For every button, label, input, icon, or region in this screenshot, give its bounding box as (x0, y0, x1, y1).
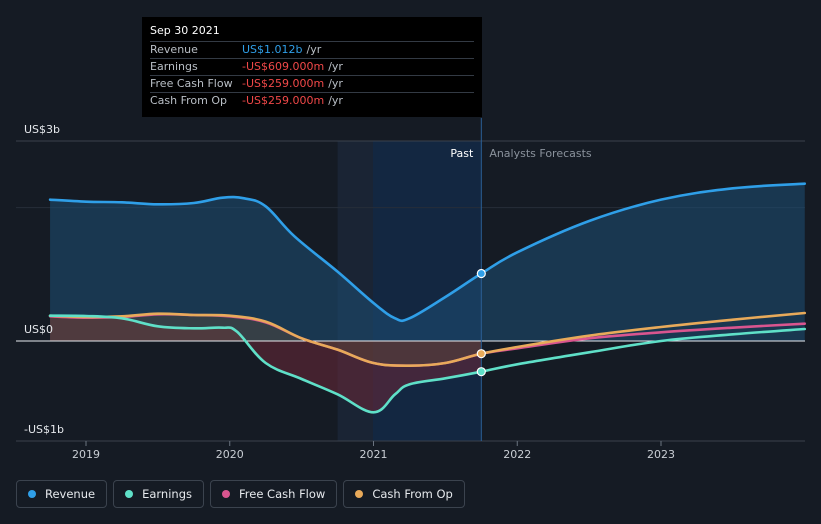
tooltip-label: Cash From Op (150, 94, 228, 107)
cash-from-op-line (48, 311, 807, 367)
tooltip-row-revenue: Revenue US$1.012b /yr (150, 42, 474, 59)
legend-earnings-button[interactable]: Earnings (113, 480, 204, 508)
tooltip-value: -US$259.000m (242, 77, 325, 90)
forecast-label: Analysts Forecasts (489, 147, 592, 160)
earnings-marker (476, 367, 486, 377)
tooltip-date: Sep 30 2021 (150, 24, 474, 42)
x-tick-label: 2021 (360, 448, 388, 461)
y-tick-label: US$3b (24, 123, 60, 136)
legend-cash-from-op-button[interactable]: Cash From Op (343, 480, 465, 508)
tooltip-unit: /yr (328, 60, 343, 73)
cash-from-op-dot-icon (355, 490, 364, 498)
tooltip-value: US$1.012b (242, 43, 303, 56)
y-tick-label: -US$1b (24, 423, 64, 436)
legend-free-cash-flow-button[interactable]: Free Cash Flow (210, 480, 338, 508)
tooltip-row-earnings: Earnings -US$609.000m /yr (150, 59, 474, 76)
revenue-marker (476, 268, 486, 279)
earnings-dot-icon (125, 490, 134, 498)
revenue-dot-icon (28, 490, 36, 498)
revenue-area (50, 183, 805, 341)
tooltip-value: -US$259.000m (242, 94, 325, 107)
chart-legend: Revenue Earnings Free Cash Flow Cash Fro… (16, 480, 465, 508)
earnings-area (50, 315, 482, 413)
legend-label: Cash From Op (372, 487, 453, 501)
tooltip-unit: /yr (328, 94, 343, 107)
tooltip-label: Earnings (150, 60, 198, 73)
x-tick-label: 2020 (216, 448, 244, 461)
tooltip-row-cash-from-op: Cash From Op -US$259.000m /yr (150, 93, 474, 109)
revenue-line (48, 182, 807, 323)
tooltip-unit: /yr (328, 77, 343, 90)
tooltip-value: -US$609.000m (242, 60, 325, 73)
earnings-line (48, 314, 807, 414)
past-label: Past (450, 147, 474, 160)
legend-revenue-button[interactable]: Revenue (16, 480, 108, 508)
tooltip-unit: /yr (306, 43, 322, 56)
x-tick-label: 2023 (647, 448, 675, 461)
x-tick-label: 2022 (503, 448, 531, 461)
free-cash-flow-dot-icon (222, 490, 230, 498)
tooltip-row-free-cash-flow: Free Cash Flow -US$259.000m /yr (150, 76, 474, 93)
x-tick-label: 2019 (72, 448, 100, 461)
data-tooltip: Sep 30 2021 Revenue US$1.012b /yr Earnin… (142, 17, 482, 117)
legend-label: Revenue (45, 487, 96, 501)
y-tick-label: US$0 (24, 323, 53, 336)
tooltip-label: Revenue (150, 43, 198, 56)
legend-label: Free Cash Flow (239, 487, 326, 501)
earnings-revenue-chart: US$3b US$0 -US$1b 2019 2020 2021 2022 2023 Past A… (16, 118, 807, 461)
legend-label: Earnings (142, 487, 192, 501)
tooltip-label: Free Cash Flow (150, 77, 233, 90)
cash-from-op-marker (476, 349, 486, 359)
